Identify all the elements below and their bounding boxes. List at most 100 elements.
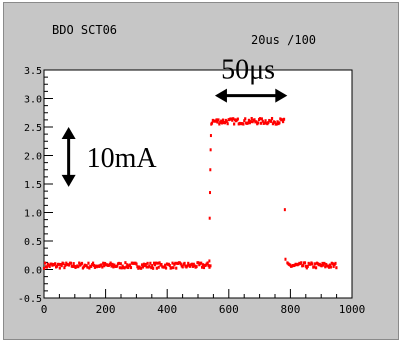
y-tick-label: 3.0 (24, 95, 42, 106)
data-point (246, 121, 250, 125)
x-tick-label: 1000 (339, 303, 366, 316)
data-point (311, 262, 314, 266)
data-point (263, 121, 266, 125)
data-point (120, 266, 123, 270)
data-point (328, 263, 332, 267)
data-point (174, 261, 177, 265)
data-point (117, 261, 121, 265)
data-point (87, 261, 90, 265)
data-point (261, 119, 264, 123)
data-point (216, 120, 219, 124)
data-point (158, 261, 161, 265)
data-point (123, 266, 126, 270)
data-point (236, 117, 239, 121)
data-point (172, 266, 175, 270)
data-point (136, 265, 139, 269)
data-point (304, 264, 307, 268)
data-point (210, 122, 213, 126)
data-point (313, 265, 316, 269)
data-point (135, 262, 138, 266)
data-point (223, 121, 226, 125)
y-tick-label: 1.0 (24, 209, 42, 220)
data-point (218, 122, 221, 126)
data-point (270, 116, 274, 120)
data-point (103, 264, 106, 268)
data-point (164, 266, 168, 270)
data-point (64, 263, 67, 267)
data-point (78, 261, 81, 265)
data-point (140, 263, 144, 267)
data-point (183, 261, 186, 265)
data-point (146, 261, 149, 265)
x-tick-label: 800 (280, 303, 300, 316)
data-point (249, 120, 252, 124)
x-tick-label: 200 (96, 303, 116, 316)
channel-label: BDO SCT06 (52, 23, 118, 37)
axis-ticks: 0 200 400 600 800 1000 -0.5 0.0 0.5 1.0 1.5 2.0 2.5 3… (18, 66, 365, 316)
data-point (209, 264, 212, 268)
data-point (170, 266, 173, 270)
data-point (232, 117, 235, 121)
data-point (82, 265, 85, 269)
data-point (72, 262, 75, 266)
data-point (260, 117, 263, 121)
data-point (276, 120, 279, 124)
data-point (55, 264, 59, 268)
x-tick-label: 0 (41, 303, 48, 316)
data-point (154, 261, 158, 265)
data-point (329, 265, 332, 269)
x-tick-label: 600 (219, 303, 239, 316)
data-point (163, 265, 166, 269)
annotations: 50μs 10mA (61, 55, 288, 187)
data-point (77, 265, 80, 269)
data-point (118, 266, 121, 270)
data-point (225, 120, 228, 124)
data-point (119, 262, 122, 266)
data-point (258, 117, 262, 121)
data-point (269, 119, 273, 123)
data-point (273, 120, 276, 124)
data-point (247, 118, 251, 122)
data-point (164, 263, 167, 267)
data-point (259, 121, 263, 125)
data-point (67, 263, 71, 267)
data-point (109, 261, 112, 265)
data-point (155, 266, 158, 270)
y-tick-label: 1.5 (24, 180, 42, 191)
data-point (88, 266, 91, 270)
data-point (152, 261, 156, 265)
data-point (283, 208, 286, 212)
data-point (156, 261, 159, 265)
data-point (208, 216, 211, 220)
data-point (202, 266, 206, 270)
data-point (62, 262, 65, 266)
data-point (281, 118, 284, 122)
data-point (220, 119, 223, 123)
data-point (207, 264, 210, 268)
data-point (335, 266, 338, 270)
data-point (200, 261, 203, 265)
y-tick-label: -0.5 (18, 294, 42, 305)
data-point (320, 264, 323, 268)
data-point (48, 264, 51, 268)
data-point (305, 266, 308, 270)
data-point (92, 263, 96, 267)
data-point (186, 264, 189, 268)
data-point (71, 264, 74, 268)
data-point (181, 265, 184, 269)
data-point (45, 265, 48, 269)
data-point (149, 261, 152, 265)
data-point (86, 265, 89, 269)
data-point (140, 266, 143, 270)
data-point (191, 264, 194, 268)
duration-arrowhead-right (275, 88, 288, 103)
data-point (57, 262, 60, 266)
plot-area (43, 69, 353, 299)
data-point (267, 121, 270, 125)
data-point (250, 116, 253, 120)
data-point (43, 261, 47, 265)
data-marks (43, 116, 338, 270)
data-point (151, 264, 154, 268)
data-point (271, 122, 275, 126)
data-point (195, 265, 198, 269)
